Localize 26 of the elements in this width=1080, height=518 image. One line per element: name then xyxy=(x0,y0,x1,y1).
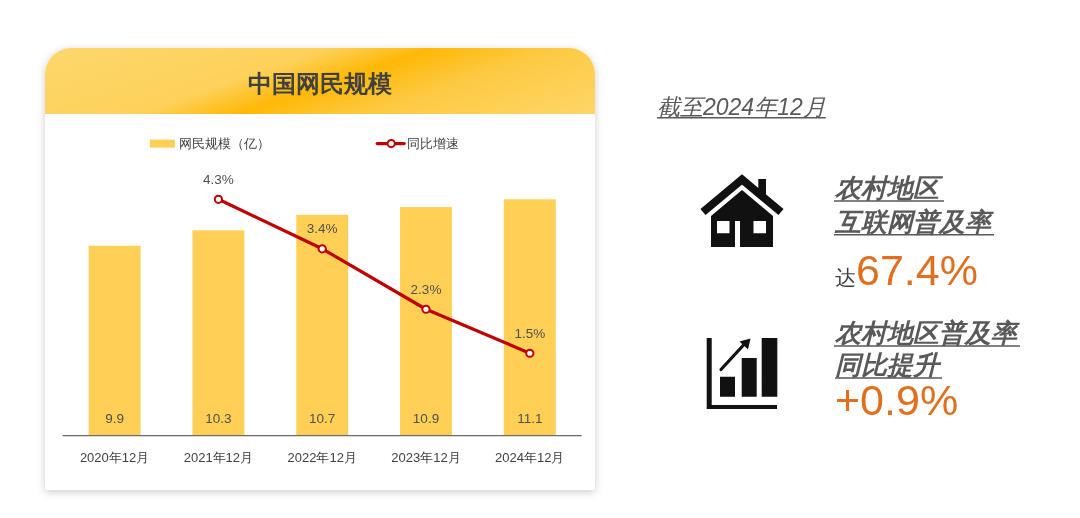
x-tick-label: 2024年12月 xyxy=(495,449,565,465)
data-label: 3.4% xyxy=(306,221,338,237)
legend-label: 同比增速 xyxy=(407,136,460,152)
data-label: 2.3% xyxy=(410,281,442,297)
x-tick-label: 2021年12月 xyxy=(183,449,254,465)
data-label: 11.1 xyxy=(517,410,543,426)
point xyxy=(317,244,327,254)
text: 农村地区 xyxy=(834,173,944,203)
text: 截至2024年12月 xyxy=(657,93,826,120)
x-tick-label: 2020年12月 xyxy=(79,449,150,465)
data-label: 4.3% xyxy=(203,171,234,187)
text: 达67.4% xyxy=(835,246,978,294)
point xyxy=(213,194,223,204)
point xyxy=(421,304,431,314)
chart-title: 中国网民规模 xyxy=(248,69,392,97)
data-label: 1.5% xyxy=(514,325,546,341)
text: 互联网普及率 xyxy=(834,206,994,237)
legend-label: 网民规模（亿） xyxy=(178,136,270,152)
data-label: 10.9 xyxy=(412,410,440,426)
x-tick-label: 2022年12月 xyxy=(287,449,357,465)
data-label: 9.9 xyxy=(105,410,124,426)
data-label: 10.7 xyxy=(309,410,336,426)
data-label: 10.3 xyxy=(205,410,232,426)
text: 农村地区普及率 xyxy=(834,318,1020,348)
x-tick-label: 2023年12月 xyxy=(391,449,461,465)
point xyxy=(525,348,535,358)
